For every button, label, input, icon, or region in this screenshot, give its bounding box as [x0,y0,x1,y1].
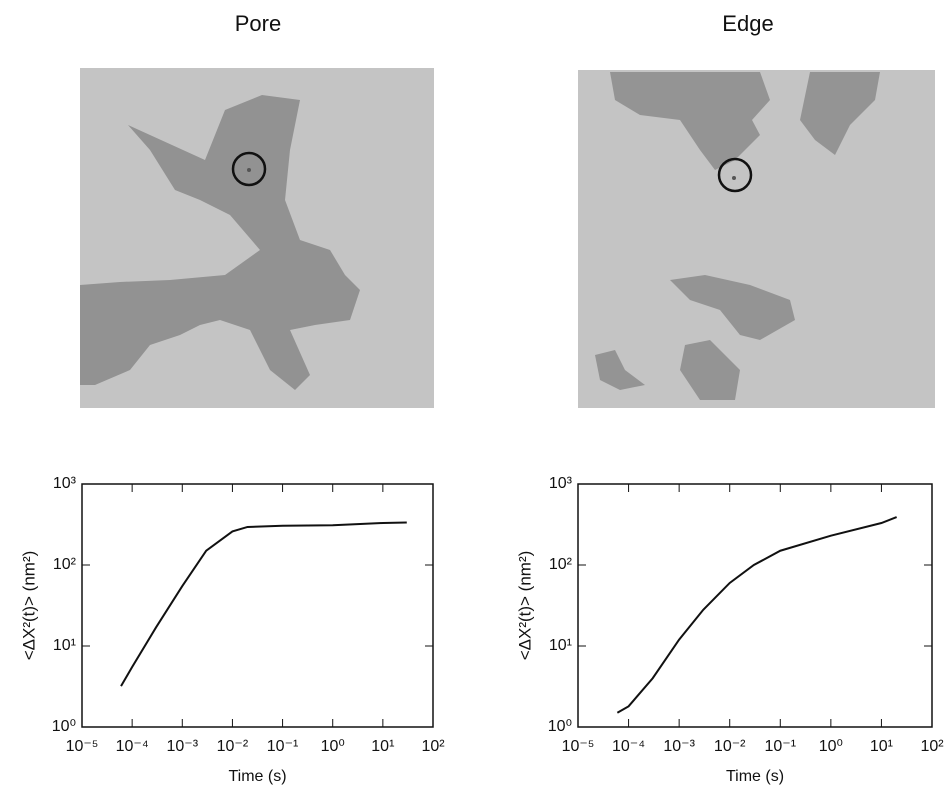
x-tick-label: 10⁻¹ [267,738,299,755]
x-tick-label: 10⁻² [217,738,249,755]
plot-frame [81,483,434,728]
x-tick-label: 10² [920,738,944,755]
data-line [616,516,898,714]
x-tick-label: 10⁻⁴ [116,738,149,755]
x-tick-label: 10⁻⁵ [562,738,595,755]
x-tick-label: 10⁰ [321,738,345,755]
y-tick-label: 10⁰ [548,718,572,735]
y-tick-label: 10² [549,556,573,573]
y-tick-label: 10³ [549,475,573,492]
panel-title: Edge [722,11,773,36]
x-axis-label: Time (s) [228,768,286,785]
x-tick-label: 10¹ [371,738,394,755]
x-tick-label: 10⁻⁵ [66,738,99,755]
y-tick-label: 10² [53,556,77,573]
y-tick-label: 10⁰ [52,718,76,735]
x-tick-label: 10⁻⁴ [612,738,645,755]
y-axis-label: <ΔX²(t)> (nm²) [515,551,534,661]
y-tick-label: 10¹ [549,637,572,654]
x-tick-label: 10⁻³ [166,738,198,755]
x-axis-label: Time (s) [726,768,784,785]
y-tick-label: 10¹ [53,637,76,654]
x-tick-label: 10⁻¹ [764,738,796,755]
plot-frame [577,483,933,728]
y-axis-label: <ΔX²(t)> (nm²) [19,551,38,661]
panel-title: Pore [235,11,281,36]
x-tick-label: 10² [421,738,445,755]
data-line [120,521,407,687]
x-tick-label: 10⁻² [714,738,746,755]
x-tick-label: 10⁻³ [663,738,695,755]
x-tick-label: 10⁰ [819,738,843,755]
pore-micrograph [80,68,434,408]
y-tick-label: 10³ [53,475,77,492]
x-tick-label: 10¹ [870,738,893,755]
edge-micrograph [578,70,935,408]
